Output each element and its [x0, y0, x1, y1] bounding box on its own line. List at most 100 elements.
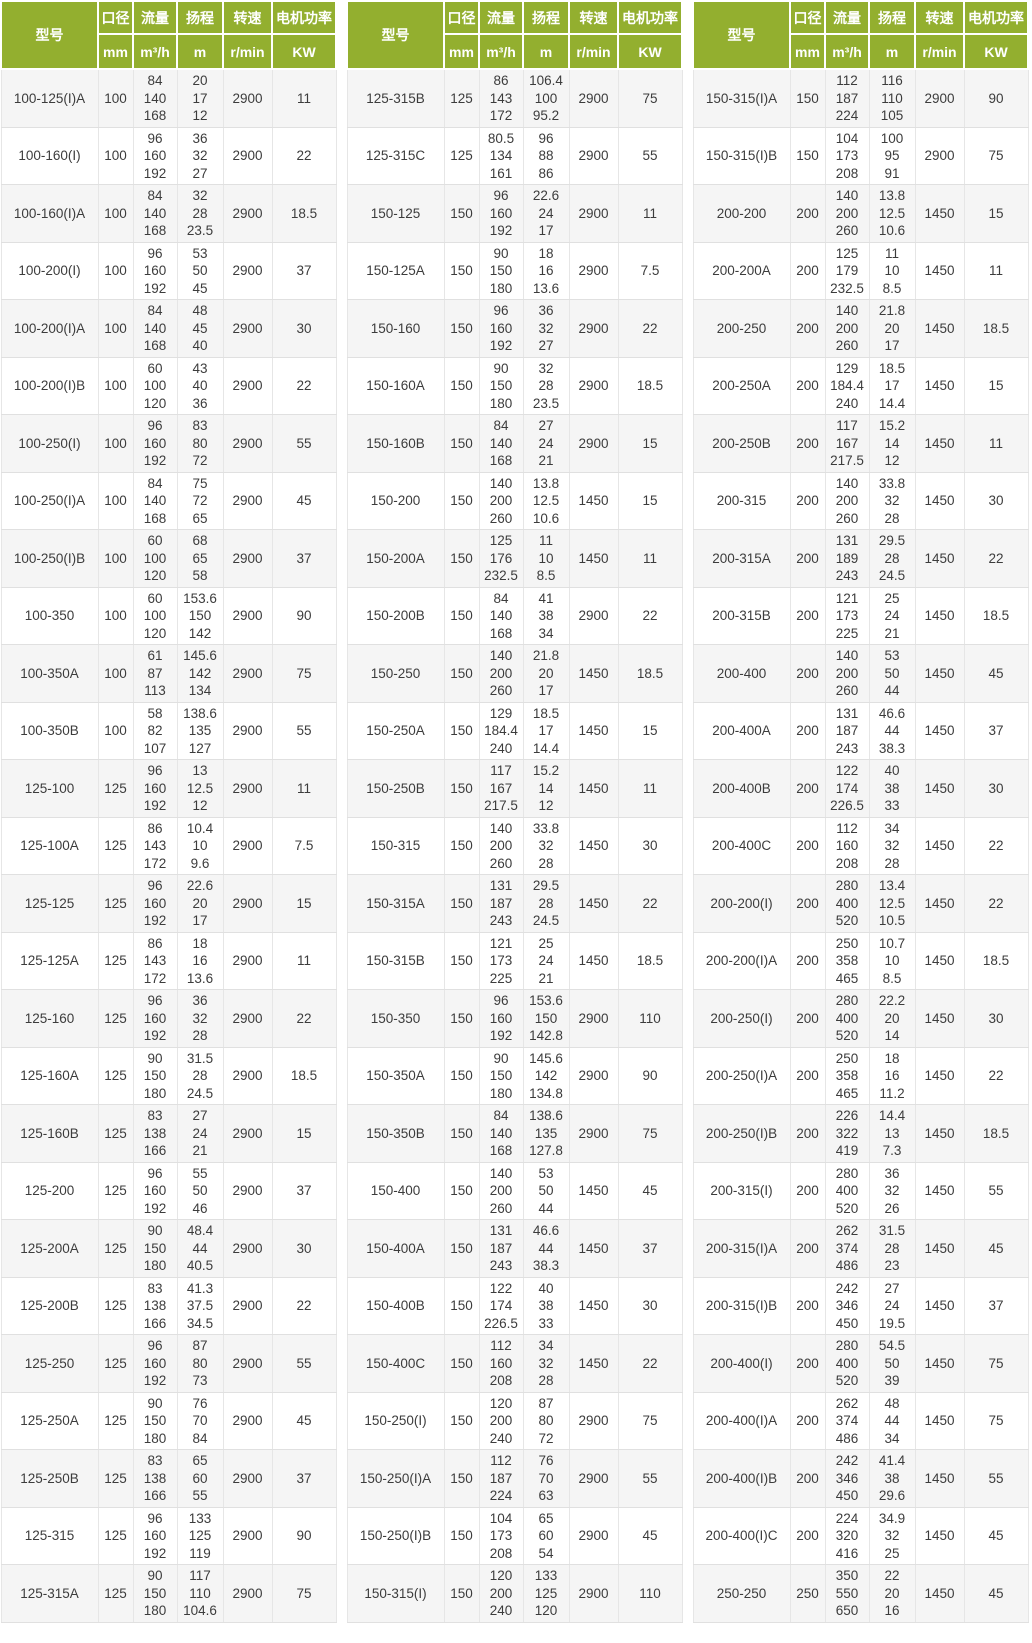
head-cell-value: 24	[884, 1298, 900, 1313]
head-cell-value: 32	[538, 838, 554, 853]
head-cell-value: 36	[538, 303, 554, 318]
flow-cell-value: 90	[147, 1050, 163, 1066]
flow-cell: 280 400 520	[824, 989, 870, 1048]
head-cell: 11 10 8.5	[522, 529, 570, 588]
flow-cell-value: 225	[835, 625, 859, 641]
diameter-cell: 150	[443, 414, 480, 473]
flow-cell-value: 84	[493, 1108, 509, 1123]
head-cell-value: 50	[192, 1183, 208, 1198]
speed-cell: 2900	[222, 587, 273, 645]
pump-spec-table-3: 型号 口径 流量 扬程 转速 电机功率 mm m³/h m r/min KW 1…	[692, 0, 1029, 1623]
col-unit-head: m	[176, 33, 224, 70]
table-row: 150-250 150 140 200 260 21.8 20 17 1450 18.5	[346, 644, 683, 703]
flow-cell-value: 160	[143, 435, 167, 451]
head-cell: 87 80 72	[522, 1392, 570, 1450]
flow-cell: 96 160 192	[132, 127, 178, 185]
flow-cell: 122 174 226.5	[824, 759, 870, 818]
flow-cell: 131 189 243	[824, 529, 870, 588]
head-cell: 34 32 28	[868, 817, 916, 875]
speed-cell: 1450	[568, 817, 619, 875]
speed-cell: 2900	[222, 1047, 273, 1105]
table-row: 150-250B 150 117 167 217.5 15.2 14 12 1450 11	[346, 759, 683, 818]
model-cell: 150-315(I)B	[692, 127, 791, 185]
head-cell-value: 22	[884, 1568, 900, 1583]
model-cell: 150-160B	[346, 414, 445, 473]
head-cell-value: 41.3	[186, 1280, 214, 1296]
head-cell-value: 31.5	[878, 1223, 906, 1238]
diameter-cell: 125	[443, 69, 480, 128]
flow-cell: 84 140 168	[132, 184, 178, 243]
head-cell-value: 32	[884, 838, 900, 853]
flow-cell-value: 160	[143, 1183, 167, 1198]
model-cell: 200-200A	[692, 242, 791, 300]
table-row: 125-200B 125 83 138 166 41.3 37.5 34.5 2900 22	[0, 1277, 337, 1335]
model-cell: 100-200(I)	[0, 242, 99, 300]
head-cell-value: 142.8	[529, 1028, 563, 1043]
head-cell: 153.6 150 142	[176, 587, 224, 645]
head-cell-value: 24	[192, 1125, 208, 1141]
table-body: 125-315B 125 86 143 172 106.4 100 95.2 2900 75 125…	[346, 69, 683, 1623]
head-cell-value: 17	[884, 378, 900, 393]
flow-cell-value: 200	[489, 838, 513, 853]
diameter-cell: 150	[443, 1507, 480, 1565]
head-cell-value: 127	[188, 740, 212, 756]
flow-cell-value: 187	[489, 1470, 513, 1486]
model-cell: 125-315A	[0, 1564, 99, 1623]
speed-cell: 2900	[568, 1564, 619, 1623]
head-cell-value: 145.6	[183, 648, 217, 663]
flow-cell-value: 125	[489, 533, 513, 548]
flow-cell: 96 160 192	[478, 299, 524, 358]
diameter-cell: 125	[97, 1564, 134, 1623]
speed-cell: 2900	[568, 1392, 619, 1450]
model-cell: 200-315	[692, 472, 791, 530]
flow-cell-value: 161	[489, 165, 513, 181]
head-cell-value: 34.5	[186, 1315, 214, 1331]
speed-cell: 1450	[914, 529, 965, 588]
flow-cell: 90 150 180	[132, 1219, 178, 1278]
table-row: 150-400B 150 122 174 226.5 40 38 33 1450 30	[346, 1277, 683, 1335]
head-cell-value: 10.4	[186, 820, 214, 836]
head-cell-value: 23.5	[186, 223, 214, 238]
flow-cell-value: 226.5	[830, 798, 864, 813]
flow-cell-value: 173	[489, 1528, 513, 1543]
table-row: 100-350 100 60 100 120 153.6 150 142 2900 90	[0, 587, 337, 645]
speed-cell: 2900	[222, 1392, 273, 1450]
head-cell-value: 28	[884, 550, 900, 566]
flow-cell-value: 240	[489, 1603, 513, 1618]
flow-cell-value: 224	[489, 1488, 513, 1503]
speed-cell: 2900	[222, 874, 273, 933]
model-cell: 150-250	[346, 644, 445, 703]
diameter-cell: 100	[97, 414, 134, 473]
head-cell-value: 86	[538, 165, 554, 181]
speed-cell: 1450	[568, 529, 619, 588]
head-cell: 46.6 44 38.3	[868, 702, 916, 760]
power-cell: 75	[271, 1564, 337, 1623]
flow-cell-value: 150	[143, 1413, 167, 1428]
head-cell-value: 53	[192, 245, 208, 261]
head-cell-value: 32	[538, 1355, 554, 1371]
power-cell: 30	[963, 472, 1029, 530]
head-cell-value: 28	[192, 1028, 208, 1043]
speed-cell: 2900	[568, 1507, 619, 1565]
speed-cell: 1450	[914, 874, 965, 933]
flow-cell-value: 96	[147, 1510, 163, 1526]
head-cell-value: 135	[534, 1125, 558, 1141]
flow-cell: 129 184.4 240	[824, 357, 870, 415]
table-row: 100-160(I)A 100 84 140 168 32 28 23.5 2900 18.5	[0, 184, 337, 243]
flow-cell-value: 243	[835, 740, 859, 756]
flow-cell-value: 117	[836, 418, 858, 433]
flow-cell-value: 143	[489, 90, 513, 106]
table-row: 150-200B 150 84 140 168 41 38 34 2900 22	[346, 587, 683, 645]
flow-cell-value: 208	[489, 1373, 513, 1388]
head-cell-value: 12	[884, 453, 900, 468]
model-cell: 150-315(I)	[346, 1564, 445, 1623]
flow-cell-value: 134	[489, 148, 513, 163]
head-cell-value: 54.5	[878, 1338, 906, 1353]
head-cell-value: 20	[192, 895, 208, 911]
head-cell-value: 145.6	[529, 1050, 563, 1066]
power-cell: 15	[617, 414, 683, 473]
flow-cell-value: 160	[143, 895, 167, 911]
head-cell-value: 20	[884, 1010, 900, 1026]
flow-cell-value: 173	[489, 953, 513, 968]
diameter-cell: 150	[443, 529, 480, 588]
